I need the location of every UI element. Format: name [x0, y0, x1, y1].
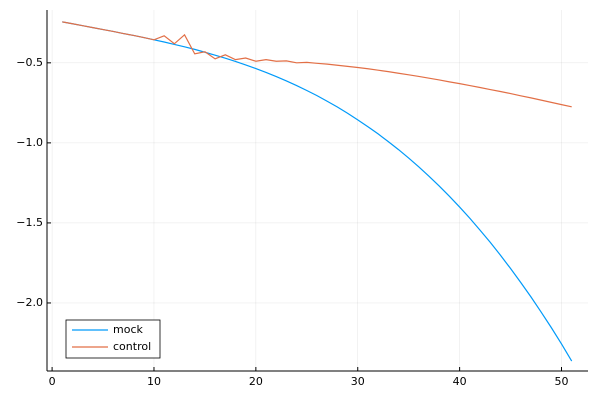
y-tick-label: −1.0: [16, 136, 43, 149]
x-tick-label: 50: [555, 375, 569, 388]
legend-box: [65, 319, 161, 359]
x-tick-label: 0: [49, 375, 56, 388]
legend-label: mock: [113, 323, 143, 336]
x-tick-label: 40: [453, 375, 467, 388]
y-tick-label: −1.5: [16, 216, 43, 229]
line: [62, 21, 573, 362]
y-tick-label: −2.0: [16, 296, 43, 309]
x-tick-label: 20: [249, 375, 263, 388]
x-tick-label: 30: [351, 375, 365, 388]
legend-label: control: [113, 340, 151, 353]
line: [62, 21, 572, 108]
y-tick-label: −0.5: [16, 56, 43, 69]
x-tick-label: 10: [147, 375, 161, 388]
